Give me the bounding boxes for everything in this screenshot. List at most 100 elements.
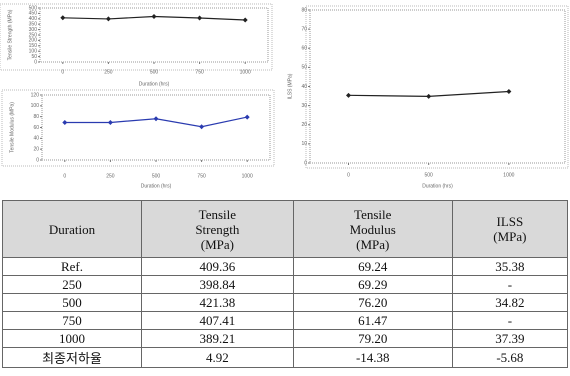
y-tick-label: 40 xyxy=(301,84,307,90)
data-point xyxy=(151,13,157,19)
header-row: Duration Tensile Strength (MPa) Tensile Modul… xyxy=(2,200,569,258)
data-point xyxy=(62,119,68,125)
chart-frame xyxy=(1,89,275,167)
table-cell: 407.41 xyxy=(141,311,294,330)
y-tick-label: 100 xyxy=(29,49,38,55)
y-tick-label: 60 xyxy=(301,46,307,52)
plot-area xyxy=(41,94,271,161)
y-tick-label: 20 xyxy=(301,122,307,128)
x-tick-label: 750 xyxy=(197,173,206,179)
data-point xyxy=(426,93,432,99)
chart-frame xyxy=(0,3,273,71)
y-tick-label: 80 xyxy=(301,7,307,13)
y-tick-label: 0 xyxy=(304,160,307,166)
y-tick-label: 120 xyxy=(31,92,40,98)
data-point xyxy=(60,15,66,21)
y-axis-title: Tensile Strength (MPa) xyxy=(7,9,13,60)
y-tick-label: 250 xyxy=(29,32,38,38)
header-cell: Tensile Modulus (MPa) xyxy=(292,200,453,258)
y-tick-label: 20 xyxy=(33,146,39,152)
data-point xyxy=(199,124,205,130)
x-axis-title: Duration (hrs) xyxy=(422,183,453,189)
x-tick-label: 250 xyxy=(106,173,115,179)
y-tick-label: 200 xyxy=(29,38,38,44)
table-cell: 69.24 xyxy=(292,257,453,276)
table-cell: 61.47 xyxy=(292,311,453,330)
x-tick-label: 1000 xyxy=(503,172,514,178)
data-point xyxy=(153,116,159,122)
y-axis-title: ILSS (MPa) xyxy=(287,73,293,99)
table-cell: 4.92 xyxy=(141,347,294,368)
table-cell: 389.21 xyxy=(141,329,294,348)
y-tick-label: 450 xyxy=(29,11,38,17)
y-tick-label: 50 xyxy=(301,65,307,71)
x-tick-label: 500 xyxy=(152,173,161,179)
y-tick-label: 100 xyxy=(31,103,40,109)
y-tick-label: 30 xyxy=(301,103,307,109)
table-cell: 37.39 xyxy=(451,329,569,348)
data-table: Duration Tensile Strength (MPa) Tensile Modul… xyxy=(2,200,569,368)
table-cell: - xyxy=(451,275,569,294)
x-tick-label: 0 xyxy=(63,173,66,179)
data-point xyxy=(244,114,250,120)
x-tick-label: 500 xyxy=(150,69,159,75)
table-cell: 79.20 xyxy=(292,329,453,348)
table-row: Ref. 409.36 69.24 35.38 xyxy=(2,257,569,276)
y-tick-label: 300 xyxy=(29,27,38,33)
table-cell: 500 xyxy=(2,293,142,312)
y-tick-label: 0 xyxy=(34,59,37,65)
y-tick-label: 500 xyxy=(29,5,38,11)
header-cell: Tensile Strength (MPa) xyxy=(141,200,294,258)
x-tick-label: 250 xyxy=(104,69,113,75)
table-cell: 69.29 xyxy=(292,275,453,294)
table-cell: 34.82 xyxy=(451,293,569,312)
table-row: 750 407.41 61.47- xyxy=(2,311,569,330)
y-tick-label: 400 xyxy=(29,16,38,22)
table-cell: 409.36 xyxy=(141,257,294,276)
y-tick-label: 60 xyxy=(33,125,39,131)
y-tick-label: 70 xyxy=(301,26,307,32)
table-cell: 250 xyxy=(2,275,142,294)
data-point xyxy=(345,92,351,98)
plot-area xyxy=(309,9,566,164)
header-cell: ILSS (MPa) xyxy=(451,200,569,258)
x-axis-title: Duration (hrs) xyxy=(141,183,172,189)
x-axis-title: Duration (hrs) xyxy=(139,81,170,87)
table-cell: -14.38 xyxy=(292,347,453,368)
y-axis-title: Tensile Modulus (MPa) xyxy=(9,102,15,153)
data-point xyxy=(506,88,512,94)
x-tick-label: 0 xyxy=(347,172,350,178)
table-row: 250 398.84 69.29- xyxy=(2,275,569,294)
data-point xyxy=(105,16,111,22)
table-row: 1000 389.21 79.20 37.39 xyxy=(2,329,569,348)
table-cell: 1000 xyxy=(2,329,142,348)
chart-frame xyxy=(305,5,569,169)
table-cell: 398.84 xyxy=(141,275,294,294)
table-cell: 35.38 xyxy=(451,257,569,276)
table-row: 500 421.38 76.20 34.82 xyxy=(2,293,569,312)
x-tick-label: 750 xyxy=(195,69,204,75)
y-tick-label: 10 xyxy=(301,141,307,147)
table-row: 최종저하율 4.92 -14.38 -5.68 xyxy=(2,347,569,368)
table-cell: - xyxy=(451,311,569,330)
table-cell: 421.38 xyxy=(141,293,294,312)
data-point xyxy=(197,15,203,21)
y-tick-label: 40 xyxy=(33,136,39,142)
table-cell: Ref. xyxy=(2,257,142,276)
y-tick-label: 0 xyxy=(36,157,39,163)
table-cell: -5.68 xyxy=(451,347,569,368)
x-tick-label: 1000 xyxy=(242,173,253,179)
y-tick-label: 50 xyxy=(31,54,37,60)
x-tick-label: 0 xyxy=(61,69,64,75)
x-tick-label: 1000 xyxy=(240,69,251,75)
y-tick-label: 150 xyxy=(29,43,38,49)
table-cell: 76.20 xyxy=(292,293,453,312)
x-tick-label: 500 xyxy=(425,172,434,178)
header-cell: Duration xyxy=(2,200,142,258)
data-point xyxy=(242,17,248,23)
y-tick-label: 350 xyxy=(29,22,38,28)
table-cell: 최종저하율 xyxy=(2,347,142,368)
data-point xyxy=(107,119,113,125)
